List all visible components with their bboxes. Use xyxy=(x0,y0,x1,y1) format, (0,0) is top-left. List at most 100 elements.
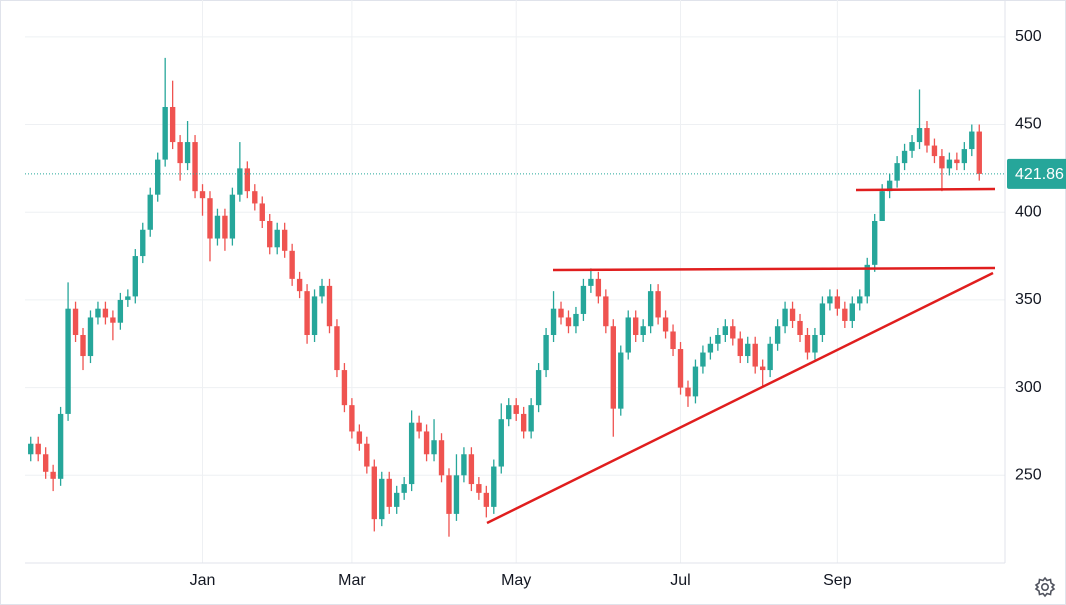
candle-body xyxy=(476,484,482,493)
y-tick-label: 500 xyxy=(1015,28,1042,45)
last-price-label: 421.86 xyxy=(1015,166,1064,183)
candle-body xyxy=(789,308,796,321)
candle-body xyxy=(976,131,982,174)
candle-body xyxy=(827,296,833,304)
candle-body xyxy=(655,291,661,318)
x-tick-label: Jan xyxy=(190,572,216,589)
candle-body xyxy=(334,326,340,371)
candle-body xyxy=(147,194,153,230)
candle-body xyxy=(169,106,176,143)
candle-body xyxy=(901,150,908,164)
candle-body xyxy=(715,334,721,344)
candle-body xyxy=(565,317,572,327)
candle-body xyxy=(700,352,706,367)
candle-body xyxy=(423,431,430,455)
candle-body xyxy=(722,326,729,335)
candle-body xyxy=(558,308,564,318)
trendline xyxy=(486,271,994,525)
candle-body xyxy=(102,308,109,318)
y-tick-label: 400 xyxy=(1015,203,1042,220)
candle-body xyxy=(640,326,646,335)
y-tick-label: 300 xyxy=(1015,379,1042,396)
candle-body xyxy=(416,422,422,432)
candle-body xyxy=(50,471,56,479)
candle-body xyxy=(446,475,452,514)
candle-body xyxy=(491,466,497,507)
candle-body xyxy=(192,142,198,192)
candle-body xyxy=(326,285,333,327)
candle-body xyxy=(730,326,736,339)
trendlines xyxy=(486,187,996,525)
settings-icon[interactable] xyxy=(1034,576,1056,598)
candle-body xyxy=(677,349,684,388)
candle-body xyxy=(199,191,206,199)
candle-body xyxy=(535,370,542,406)
candle-body xyxy=(767,343,773,371)
candle-body xyxy=(296,278,303,292)
candle-body xyxy=(737,338,743,357)
candle-body xyxy=(774,326,781,344)
candle-body xyxy=(72,308,79,335)
candle-body xyxy=(550,308,557,335)
last-price-box xyxy=(1007,158,1066,189)
candle-body xyxy=(349,405,355,432)
candle-body xyxy=(909,142,915,151)
candles xyxy=(25,57,1005,537)
candle-body xyxy=(401,484,407,493)
candle-body xyxy=(408,422,415,485)
candle-body xyxy=(506,405,512,420)
candle-body xyxy=(857,296,863,304)
candle-body xyxy=(618,352,624,409)
candle-body xyxy=(782,308,788,327)
candle-body xyxy=(804,334,811,353)
candle-body xyxy=(95,308,101,318)
candle-body xyxy=(670,331,676,350)
candle-body xyxy=(603,296,609,327)
candle-body xyxy=(946,159,953,169)
candle-body xyxy=(57,413,64,479)
candle-body xyxy=(461,454,467,476)
x-tick-label: May xyxy=(501,572,531,589)
candle-body xyxy=(872,220,878,265)
candle-body xyxy=(580,285,587,314)
candle-body xyxy=(528,405,534,432)
candle-body xyxy=(356,431,363,444)
candle-body xyxy=(28,443,34,455)
candle-body xyxy=(924,128,930,146)
candle-body xyxy=(520,413,527,432)
candle-body xyxy=(633,317,639,335)
x-tick-label: Jul xyxy=(670,572,690,589)
labels: 250 300 350 400 450 500 Jan Mar May Jul Sep 421.86 xyxy=(190,28,1066,589)
candle-body xyxy=(812,334,818,353)
candle-body xyxy=(916,128,923,143)
candle-body xyxy=(207,198,213,239)
candle-body xyxy=(364,443,370,467)
candle-body xyxy=(498,419,504,467)
candle-body xyxy=(252,191,258,204)
candle-body xyxy=(961,149,968,164)
candle-body xyxy=(386,478,392,507)
candle-body xyxy=(745,343,751,357)
candle-body xyxy=(692,366,699,397)
candle-body xyxy=(625,317,631,353)
candle-body xyxy=(222,215,228,239)
candle-body xyxy=(931,145,938,157)
candle-body xyxy=(237,168,243,195)
y-tick-label: 450 xyxy=(1015,116,1042,133)
candle-body xyxy=(662,317,669,332)
candle-body xyxy=(595,278,602,297)
candle-body xyxy=(155,159,161,195)
candle-body xyxy=(886,180,893,192)
candle-body xyxy=(304,291,310,335)
trendline xyxy=(552,266,996,272)
candle-body xyxy=(819,303,826,335)
candle-body xyxy=(431,440,437,455)
y-tick-label: 250 xyxy=(1015,467,1042,484)
candle-body xyxy=(752,343,758,367)
candle-body xyxy=(573,313,579,327)
candle-body xyxy=(42,454,49,472)
candle-body xyxy=(341,370,348,406)
candle-body xyxy=(379,478,385,520)
